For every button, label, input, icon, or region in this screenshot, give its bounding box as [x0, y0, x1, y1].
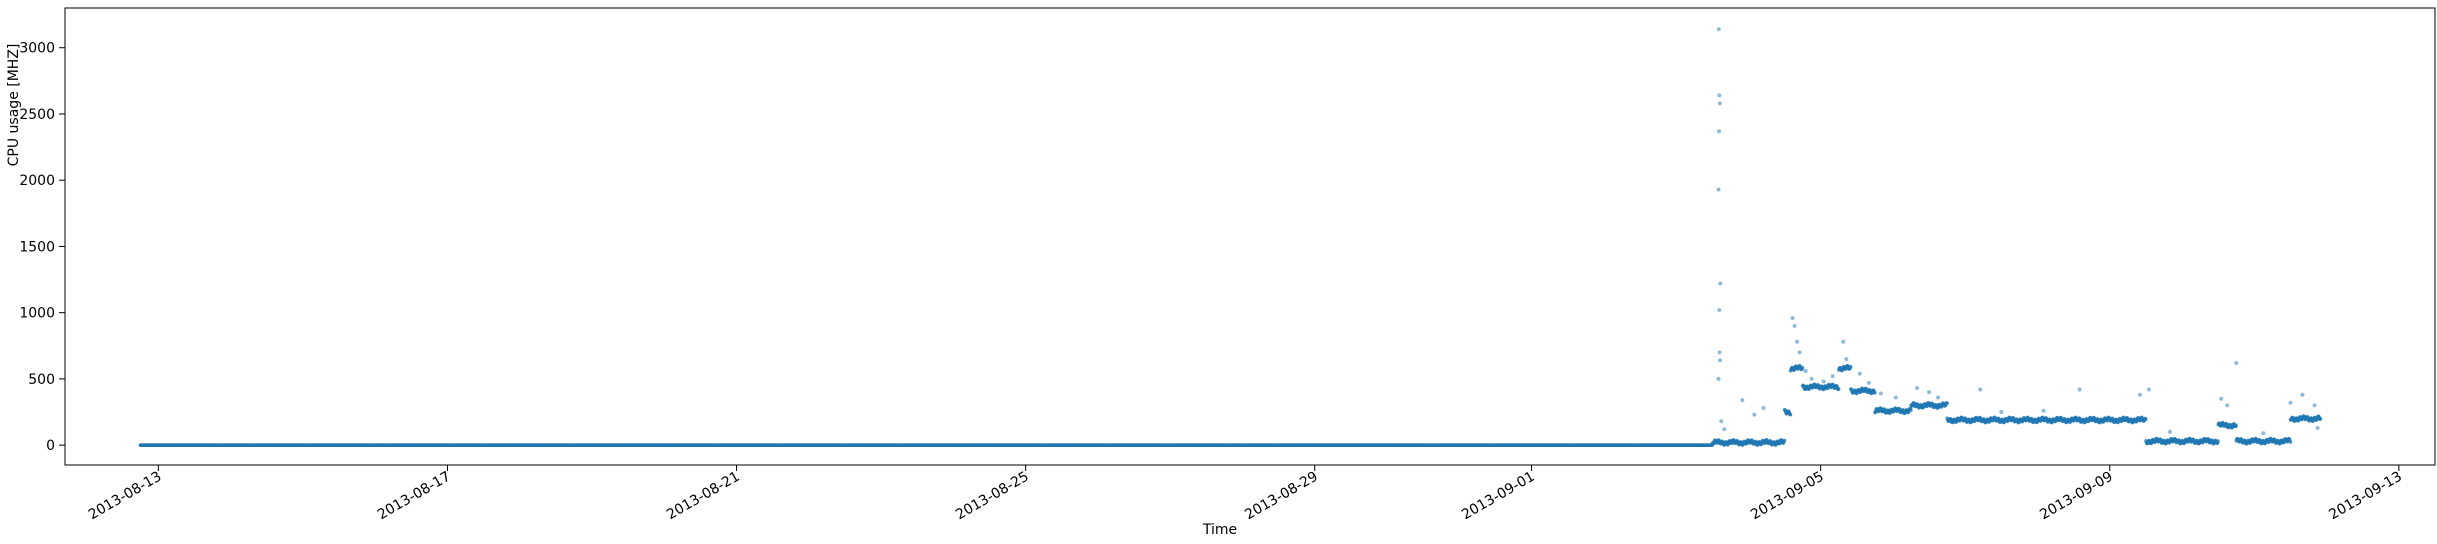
plot-background — [65, 8, 2435, 465]
scatter-points — [138, 27, 2323, 447]
